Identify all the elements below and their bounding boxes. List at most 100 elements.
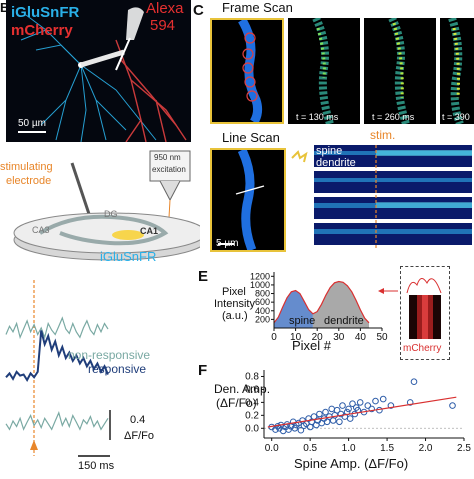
- line-scan-title: Line Scan: [222, 130, 280, 145]
- frame-scan-image-3: t = 260 ms: [364, 18, 436, 124]
- scale-bar-label: 50 µm: [18, 118, 46, 129]
- laser-nm-label: 950 nm: [154, 153, 181, 162]
- f-point: [291, 425, 299, 432]
- f-point: [387, 402, 395, 409]
- alexa-label: Alexa: [146, 0, 184, 17]
- electrode-label: electrode: [6, 175, 52, 187]
- iglusnfr-label: iGluSnFR: [11, 4, 80, 21]
- scale-y-value: 0.4: [130, 414, 146, 426]
- f-point: [297, 426, 305, 434]
- f-point: [339, 402, 346, 409]
- e-y-tick-label: 600: [255, 297, 270, 307]
- e-y-tick-label: 400: [255, 306, 270, 316]
- f-x-tick-label: 1.0: [342, 443, 356, 454]
- trace-non-responsive: [5, 316, 109, 340]
- f-point: [323, 418, 331, 426]
- dg-label: DG: [104, 209, 118, 219]
- frame-scan-image-4: t = 390: [440, 18, 474, 124]
- f-point: [316, 410, 323, 418]
- neuron-image: iGluSnFR mCherry Alexa 594 50 µm: [6, 0, 191, 142]
- hippocampus-schematic: stimulating electrode 950 nm excitation …: [0, 145, 207, 265]
- e-ylabel-1: Pixel: [222, 286, 246, 298]
- mcherry-inset: mCherry: [400, 266, 450, 360]
- f-point: [356, 399, 364, 406]
- neuron-drawing: [18, 7, 187, 142]
- legend-nonresponsive: non-responsive: [68, 348, 151, 362]
- f-y-tick-label: 0.8: [245, 371, 259, 382]
- trace-non-responsive-2: [5, 411, 109, 431]
- panel-e-letter: E: [198, 268, 209, 285]
- scale-y-unit: ΔF/Fo: [124, 430, 154, 442]
- e-x-tick-label: 50: [376, 332, 388, 343]
- inset-label: mCherry: [403, 343, 442, 354]
- f-y-tick-label: 0.0: [245, 423, 259, 434]
- traces-panel: non-responsive responsive 0.4 ΔF/Fo 150 …: [0, 280, 200, 474]
- trace-responsive: [5, 330, 109, 382]
- line-scan-kymographs: spine dendrite: [314, 145, 472, 253]
- e-region-dendrite: dendrite: [324, 315, 364, 327]
- f-x-tick-label: 1.5: [380, 443, 394, 454]
- f-point: [322, 408, 329, 416]
- stim-label: stim.: [370, 128, 396, 142]
- laser-excitation-label: excitation: [152, 165, 186, 174]
- mcherry-label: mCherry: [11, 22, 73, 39]
- f-y-tick-label: 0.2: [245, 410, 259, 421]
- e-x-tick-label: 20: [312, 332, 324, 343]
- inset-arrow-icon: [378, 283, 400, 294]
- time-label-2: t = 260 ms: [372, 112, 415, 122]
- f-y-tick-label: 0.6: [245, 384, 259, 395]
- panel-b-letter: B: [0, 0, 10, 15]
- intensity-chart-panel: 0 10 20 30 40 50 200 400 600 800 1000 1200 Pixel In…: [210, 266, 390, 356]
- f-y-tick-label: 0.4: [245, 397, 259, 408]
- frame-scan-image-2: t = 130 ms: [288, 18, 360, 124]
- alexa-number-label: 594: [150, 17, 176, 34]
- traces-chart: [5, 280, 111, 457]
- line-scan-scale-label: 5 µm: [216, 238, 239, 249]
- f-ylabel-1: Den. Amp.: [214, 382, 271, 396]
- f-point: [449, 402, 456, 409]
- legend-responsive: responsive: [88, 362, 147, 376]
- spine-row-label: spine: [316, 145, 343, 157]
- f-point: [406, 399, 414, 406]
- panel-f-letter: F: [198, 362, 208, 379]
- scatter-panel: 0.0 0.5 1.0 1.5 2.0 2.5 0.0 0.2 0.4 0.6 0.8 Den. A…: [200, 364, 474, 474]
- f-x-tick-label: 2.5: [457, 443, 471, 454]
- stimulating-label: stimulating: [0, 161, 53, 173]
- f-point: [364, 402, 372, 409]
- frame-scan-title: Frame Scan: [222, 0, 293, 15]
- f-point: [333, 406, 341, 414]
- f-xlabel: Spine Amp. (ΔF/Fo): [294, 456, 409, 471]
- e-y-tick-label: 1200: [250, 271, 270, 281]
- f-fit-line: [267, 396, 457, 428]
- line-scan-image: [210, 148, 286, 252]
- e-y-tick-label: 200: [255, 314, 270, 324]
- e-region-spine: spine: [289, 315, 316, 327]
- scale-x-value: 150 ms: [78, 460, 115, 472]
- f-ylabel-2: (ΔF/Fo): [216, 396, 257, 410]
- time-label-1: t = 130 ms: [296, 112, 339, 122]
- e-ylabel-3: (a.u.): [222, 310, 248, 322]
- dendrite-row-label: dendrite: [316, 157, 356, 169]
- f-point: [379, 395, 387, 403]
- f-point: [372, 397, 379, 405]
- e-xlabel: Pixel #: [292, 338, 332, 353]
- f-point: [349, 400, 356, 408]
- f-point: [328, 405, 335, 413]
- panel-c-letter: C: [193, 2, 204, 19]
- ca1-label: CA1: [140, 226, 159, 236]
- ca3-label: CA3: [32, 225, 50, 235]
- squiggle-icon: [290, 148, 310, 168]
- f-point: [345, 405, 352, 413]
- e-ylabel-2: Intensity: [214, 298, 255, 310]
- e-y-tick-label: 1000: [250, 280, 270, 290]
- f-point: [368, 405, 375, 413]
- e-curve: [273, 280, 370, 324]
- e-area-dendrite: [312, 281, 370, 328]
- e-x-tick-label: 10: [290, 332, 302, 343]
- f-point: [308, 418, 315, 426]
- f-x-tick-label: 0.5: [303, 443, 317, 454]
- e-x-tick-label: 30: [333, 332, 345, 343]
- f-x-tick-label: 2.0: [419, 443, 433, 454]
- e-x-tick-label: 40: [355, 332, 367, 343]
